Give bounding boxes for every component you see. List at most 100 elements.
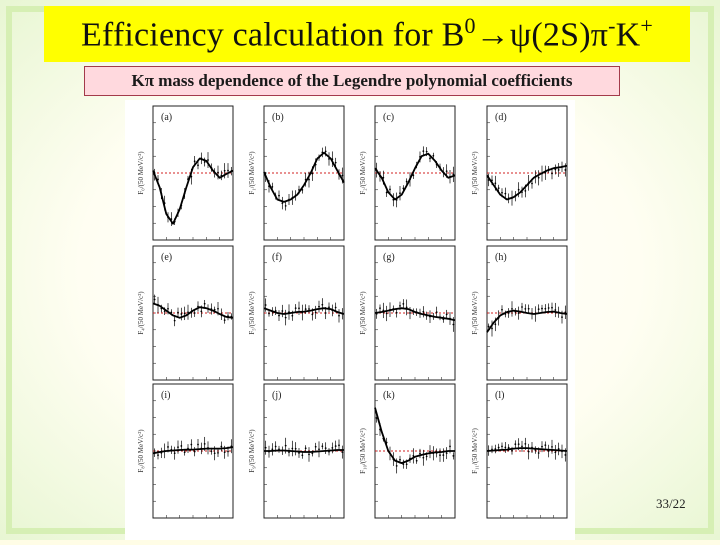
panel-i-data-point [227,450,229,453]
panel-e-data-point [183,312,186,315]
panel-a-data-point [203,161,206,163]
panel-l-data-point [534,449,537,451]
panel-d-data-point [524,190,527,192]
panel-g-data-point [405,306,408,309]
panel-f-data-point [341,312,344,315]
title-superscript-zero: 0 [464,13,476,39]
panel-l-data-point [541,445,543,448]
panel-h-data-point [507,312,510,314]
panel-a-data-point [160,192,163,195]
panel-g-data-point [409,312,411,314]
panel-d-data-point [557,169,560,171]
panel-h-data-point [551,306,553,309]
panel-a-data-point [197,164,199,167]
panel-b-data-point [318,156,320,159]
panel-c-data-point [402,187,405,190]
panel-j-data-point [318,448,320,451]
panel-f-label: (f) [272,252,282,263]
panel-i-data-point [223,451,226,454]
panel-h-data-point [554,309,557,311]
panel-d-data-point [494,182,497,185]
panel-b-fit-curve [263,151,345,203]
panel-c-data-point [389,188,391,191]
panel-d-data-point [517,188,520,191]
panel-j-data-point [321,445,324,448]
panel-k-data-point [442,454,445,456]
panel-b-data-point [308,178,310,181]
panel-c-data-point [422,150,425,153]
panel-k-data-point [379,428,381,431]
panel-c-data-point [379,175,381,178]
panel-d-data-point [521,191,523,194]
panel-i-label: (i) [161,390,170,401]
panel-b-data-point [334,161,337,164]
panel-i-data-point [157,454,159,457]
panel-l-data-point [491,448,493,451]
panel-e-data-point [197,305,199,308]
panel-a-data-point [193,160,196,163]
panel-h-data-point [564,311,567,314]
page-number: 33/22 [656,496,686,511]
panel-b-data-point [281,202,284,205]
panel-k-data-point [392,458,395,460]
panel-h-data-point [541,307,543,310]
panel-j-data-point [288,451,290,454]
panel-a-data-point [207,159,209,161]
panel-k-data-point [452,455,455,457]
panel-e-data-point [223,319,226,322]
panel-b-data-point [304,178,307,181]
panel-e-data-point [160,307,163,310]
panel-c-data-point [445,170,448,172]
panel-l-data-point [557,448,560,450]
panel-l-data-point [494,448,497,450]
panel-d-data-point [514,195,517,198]
panel-c-data-point [405,180,408,183]
title-text-decay: →ψ(2S)π [475,16,609,54]
panel-f-data-point [324,312,327,314]
panel-f-data-point [328,306,330,309]
panel-f-data-point [284,316,287,319]
panel-h-data-point [487,325,490,328]
panel-h-label: (h) [495,252,507,263]
panel-b-ylabel: F₁/(50 MeV/c²) [248,151,256,195]
panel-b-data-point [271,185,274,188]
panel-i-data-point [180,445,183,447]
panel-g-ylabel: F₆/(50 MeV/c²) [359,291,367,335]
panel-j-label: (j) [272,390,281,401]
panel-i-data-point [167,446,169,448]
panel-i-data-point [190,443,193,446]
panel-e-data-point [220,313,223,316]
panel-f-data-point [331,309,334,312]
panel-h-data-point [504,313,507,315]
panel-f-data-point [334,306,337,309]
panel-g-data-point [435,311,438,314]
panel-j-data-point [308,453,310,456]
panel-k-ylabel: F₁₀/(50 MeV/c²) [359,427,367,473]
panel-i-data-point [183,451,186,454]
panel-l-data-point [551,445,553,448]
panel-f-data-point [268,312,270,315]
panel-h-data-point [557,311,560,314]
panel-j-data-point [294,447,297,450]
panel-e-data-point [167,307,169,310]
panel-c-data-point [449,175,451,178]
panel-h-data-point [517,312,520,315]
panel-k-data-point [449,445,451,448]
panel-e-data-point [200,310,203,313]
panel-g-data-point [395,311,398,314]
panel-h-data-point [544,307,547,310]
panel-g-data-point [402,303,405,305]
panel-j-ylabel: F₉/(50 MeV/c²) [248,429,256,473]
panel-e-data-point [177,311,179,314]
panel-e-data-point [213,308,216,311]
panel-d-data-point [487,179,490,181]
panel-f-data-point [291,314,294,317]
panel-g-data-point [452,323,455,326]
panel-a-data-point [213,171,216,174]
panel-j-data-point [328,450,330,453]
panel-c-data-point [452,173,455,176]
panel-b-data-point [284,204,287,207]
slide-subtitle: Kπ mass dependence of the Legendre polyn… [131,71,573,90]
panel-l-data-point [564,454,567,456]
panel-c-data-point [442,171,445,174]
